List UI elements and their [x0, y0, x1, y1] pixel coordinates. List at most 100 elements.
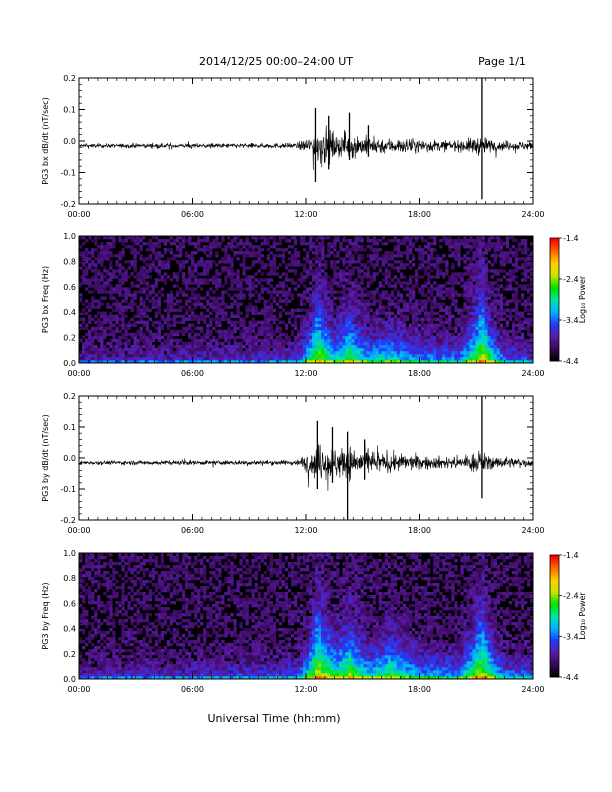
- spectrogram-cell: [390, 359, 395, 364]
- spectrogram-cell: [511, 293, 516, 297]
- spectrogram-cell: [451, 284, 455, 288]
- spectrogram-cell: [287, 317, 292, 321]
- spectrogram-cell: [312, 317, 316, 321]
- spectrogram-cell: [215, 323, 219, 328]
- spectrogram-cell: [390, 326, 395, 331]
- spectrogram-cell: [272, 341, 277, 346]
- spectrogram-cell: [502, 326, 507, 331]
- spectrogram-cell: [139, 302, 143, 306]
- spectrogram-cell: [360, 281, 364, 285]
- spectrogram-cell: [221, 347, 225, 352]
- spectrogram-cell: [94, 248, 98, 252]
- spectrogram-cell: [293, 260, 298, 264]
- spectrogram-cell: [499, 344, 504, 349]
- spectrogram-cell: [275, 344, 280, 349]
- spectrogram-cell: [233, 359, 237, 364]
- spectrogram-cell: [206, 302, 210, 306]
- spectrogram-cell: [490, 308, 494, 312]
- spectrogram-cell: [339, 275, 343, 279]
- spectrogram-cell: [369, 248, 373, 252]
- spectrogram-cell: [260, 320, 264, 324]
- spectrogram-cell: [233, 251, 237, 255]
- spectrogram-cell: [348, 281, 352, 285]
- spectrogram-cell: [315, 311, 319, 315]
- spectrogram-cell: [157, 344, 162, 349]
- spectrogram-cell: [278, 248, 283, 252]
- spectrogram-cell: [366, 320, 370, 324]
- colorbar-segment: [550, 289, 559, 292]
- spectrogram-cell: [148, 284, 152, 288]
- spectrogram-cell: [178, 329, 183, 334]
- spectrogram-cell: [321, 305, 325, 309]
- spectrogram-cell: [91, 317, 95, 321]
- spectrogram-cell: [481, 341, 485, 346]
- spectrogram-cell: [424, 335, 428, 340]
- spectrogram-cell: [284, 263, 289, 267]
- spectrogram-cell: [257, 299, 261, 303]
- spectrogram-cell: [309, 314, 313, 318]
- spectrogram-cell: [496, 284, 501, 288]
- spectrogram-cell: [272, 269, 277, 273]
- spectrogram-cell: [421, 287, 425, 291]
- spectrogram-cell: [421, 332, 425, 337]
- spectrogram-cell: [233, 245, 237, 249]
- spectrogram-cell: [248, 266, 252, 270]
- spectrogram-cell: [97, 278, 101, 282]
- spectrogram-cell: [293, 326, 298, 331]
- spectrogram-cell: [366, 332, 370, 337]
- spectrogram-cell: [481, 311, 485, 315]
- spectrogram-cell: [375, 239, 379, 243]
- spectrogram-cell: [399, 359, 404, 364]
- spectrogram-cell: [269, 302, 274, 306]
- spectrogram-cell: [151, 356, 155, 361]
- spectrogram-cell: [427, 326, 431, 331]
- spectrogram-cell: [523, 278, 528, 282]
- spectrogram-cell: [124, 356, 128, 361]
- spectrogram-cell: [269, 266, 274, 270]
- spectrogram-cell: [445, 263, 449, 267]
- spectrogram-cell: [442, 290, 446, 294]
- spectrogram-cell: [278, 350, 283, 355]
- spectrogram-cell: [378, 320, 382, 324]
- spectrogram-cell: [502, 341, 507, 346]
- spectrogram-cell: [387, 308, 392, 312]
- spectrogram-cell: [387, 275, 392, 279]
- spectrogram-cell: [499, 257, 504, 261]
- spectrogram-cell: [366, 329, 370, 334]
- spectrogram-cell: [139, 326, 143, 331]
- spectrogram-cell: [327, 284, 331, 288]
- spectrogram-cell: [339, 350, 343, 355]
- spectrogram-cell: [445, 338, 449, 343]
- spectrogram-cell: [424, 353, 428, 358]
- spectrogram-cell: [481, 290, 485, 294]
- spectrogram-cell: [348, 350, 352, 355]
- spectrogram-cell: [254, 323, 258, 328]
- spectrogram-cell: [399, 272, 404, 276]
- spectrogram-cell: [218, 347, 222, 352]
- spectrogram-cell: [381, 320, 385, 324]
- spectrogram-cell: [318, 290, 322, 294]
- spectrogram-cell: [318, 278, 322, 282]
- spectrogram-cell: [245, 281, 249, 285]
- spectrogram-cell: [154, 305, 158, 309]
- spectrogram-cell: [287, 251, 292, 255]
- spectrogram-cell: [309, 242, 313, 246]
- spectrogram-cell: [103, 245, 107, 249]
- spectrogram-cell: [212, 326, 216, 331]
- spectrogram-cell: [224, 257, 228, 261]
- spectrogram-cell: [175, 332, 180, 337]
- spectrogram-cell: [463, 266, 467, 270]
- spectrogram-cell: [511, 239, 516, 243]
- spectrogram-cell: [245, 251, 249, 255]
- spectrogram-cell: [82, 257, 86, 261]
- spectrogram-cell: [417, 317, 422, 321]
- spectrogram-cell: [94, 239, 98, 243]
- spectrogram-cell: [94, 284, 98, 288]
- spectrogram-cell: [466, 308, 470, 312]
- spectrogram-cell: [200, 326, 204, 331]
- spectrogram-cell: [230, 239, 234, 243]
- spectrogram-cell: [251, 338, 255, 343]
- spectrogram-cell: [339, 320, 343, 324]
- spectrogram-cell: [115, 353, 119, 358]
- spectrogram-cell: [103, 314, 107, 318]
